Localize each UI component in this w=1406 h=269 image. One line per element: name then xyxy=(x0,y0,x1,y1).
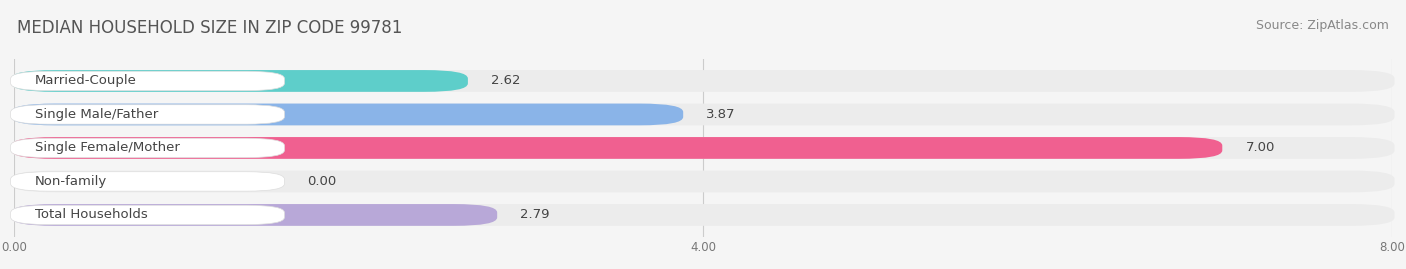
FancyBboxPatch shape xyxy=(11,137,1395,159)
Text: 2.62: 2.62 xyxy=(491,75,520,87)
Text: Single Female/Mother: Single Female/Mother xyxy=(35,141,180,154)
FancyBboxPatch shape xyxy=(11,171,1395,192)
Text: Single Male/Father: Single Male/Father xyxy=(35,108,157,121)
FancyBboxPatch shape xyxy=(11,104,1395,125)
Text: Married-Couple: Married-Couple xyxy=(35,75,136,87)
Text: Source: ZipAtlas.com: Source: ZipAtlas.com xyxy=(1256,19,1389,32)
FancyBboxPatch shape xyxy=(11,138,284,158)
FancyBboxPatch shape xyxy=(11,70,468,92)
Text: 3.87: 3.87 xyxy=(706,108,735,121)
FancyBboxPatch shape xyxy=(11,104,683,125)
FancyBboxPatch shape xyxy=(11,137,1222,159)
Text: 7.00: 7.00 xyxy=(1246,141,1275,154)
FancyBboxPatch shape xyxy=(11,105,284,124)
Text: Non-family: Non-family xyxy=(35,175,107,188)
Text: 0.00: 0.00 xyxy=(307,175,336,188)
FancyBboxPatch shape xyxy=(11,71,284,91)
Text: Total Households: Total Households xyxy=(35,208,148,221)
Text: 2.79: 2.79 xyxy=(520,208,550,221)
FancyBboxPatch shape xyxy=(11,205,284,225)
FancyBboxPatch shape xyxy=(11,204,498,226)
FancyBboxPatch shape xyxy=(11,70,1395,92)
FancyBboxPatch shape xyxy=(11,172,284,191)
FancyBboxPatch shape xyxy=(11,204,1395,226)
Text: MEDIAN HOUSEHOLD SIZE IN ZIP CODE 99781: MEDIAN HOUSEHOLD SIZE IN ZIP CODE 99781 xyxy=(17,19,402,37)
